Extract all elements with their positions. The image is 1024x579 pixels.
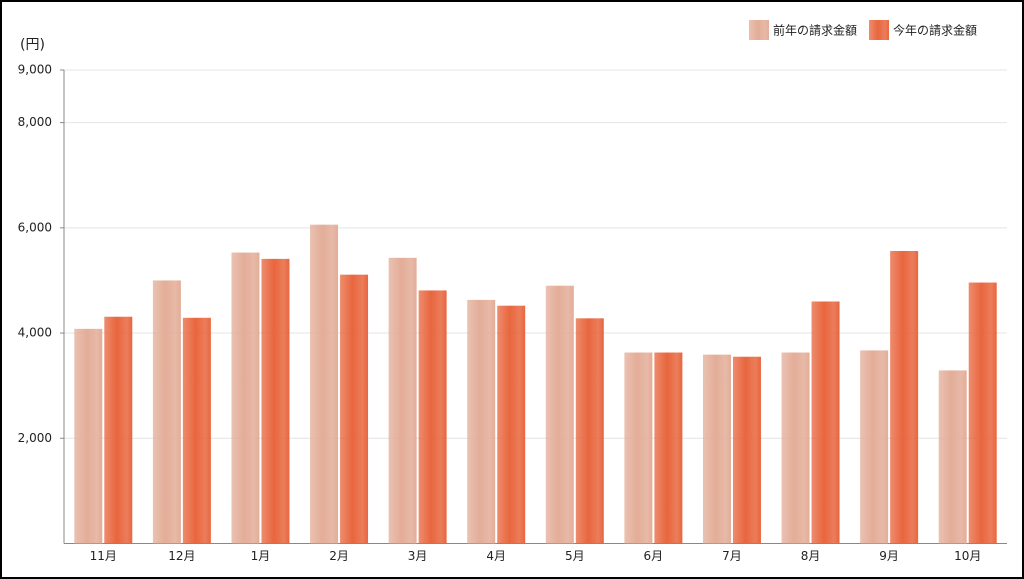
y-tick-label: 4,000 <box>18 326 52 340</box>
legend-swatch <box>869 20 890 40</box>
bar <box>152 280 181 544</box>
x-tick-label: 10月 <box>954 549 981 563</box>
bar <box>575 318 604 544</box>
x-tick-label: 11月 <box>90 549 117 563</box>
bar <box>104 316 133 544</box>
legend-swatch <box>749 20 769 40</box>
bar <box>938 370 967 544</box>
bar <box>732 356 761 544</box>
bar <box>497 305 526 544</box>
x-tick-label: 7月 <box>722 549 742 563</box>
x-tick-label: 6月 <box>644 549 664 563</box>
bar <box>968 282 997 544</box>
x-tick-label: 3月 <box>408 549 428 563</box>
bar <box>781 352 810 544</box>
x-tick-label: 12月 <box>168 549 195 563</box>
x-tick-label: 5月 <box>565 549 585 563</box>
x-tick-label: 1月 <box>251 549 271 563</box>
legend-label: 今年の請求金額 <box>893 23 977 38</box>
y-tick-label: 6,000 <box>18 220 52 234</box>
y-tick-label: 8,000 <box>18 115 52 129</box>
y-unit-label: (円) <box>20 37 45 53</box>
x-tick-label: 4月 <box>486 549 506 563</box>
y-tick-label: 9,000 <box>18 63 52 77</box>
bar <box>388 257 417 544</box>
bar <box>624 352 653 544</box>
x-tick-label: 2月 <box>329 549 349 563</box>
bar <box>467 299 496 544</box>
bar <box>261 258 290 544</box>
bar <box>418 290 447 544</box>
bar <box>811 301 840 544</box>
x-tick-label: 8月 <box>801 549 821 563</box>
bar <box>654 352 683 544</box>
bar <box>340 274 369 544</box>
bar <box>702 354 731 544</box>
bar <box>182 317 211 544</box>
bar <box>74 328 103 544</box>
bar <box>545 285 574 544</box>
bar <box>310 224 339 544</box>
bar <box>890 250 919 544</box>
x-tick-label: 9月 <box>879 549 899 563</box>
bar <box>231 252 260 544</box>
legend-label: 前年の請求金額 <box>773 23 857 38</box>
y-tick-label: 2,000 <box>18 431 52 445</box>
bar <box>860 350 889 544</box>
